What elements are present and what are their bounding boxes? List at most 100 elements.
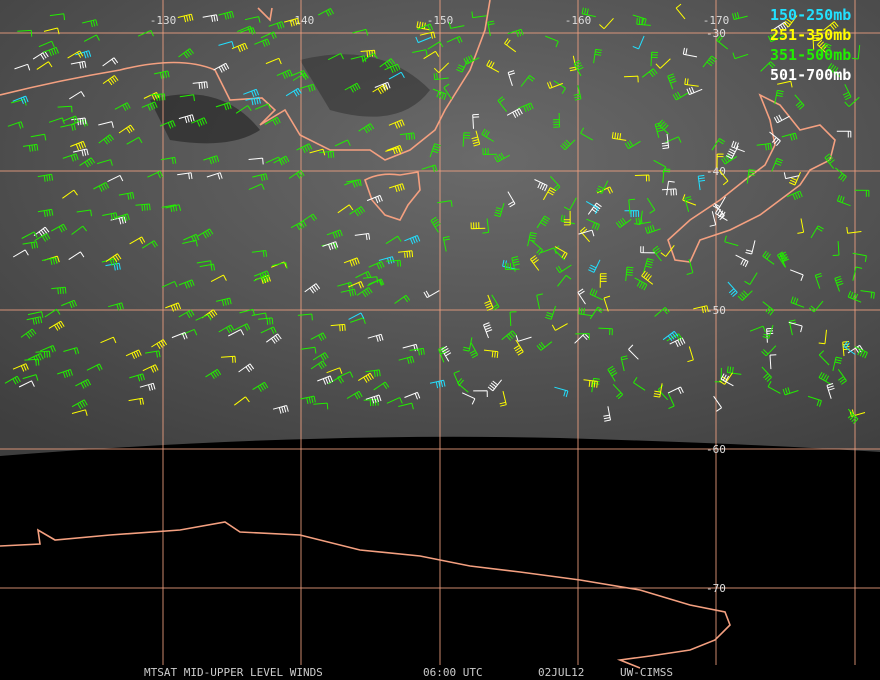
wind-barb	[456, 59, 469, 73]
wind-barb	[161, 204, 178, 212]
wind-barb	[12, 249, 29, 258]
wind-barb	[832, 356, 843, 371]
wind-barb	[36, 61, 53, 70]
wind-barb	[83, 34, 100, 42]
wind-barb	[580, 127, 593, 141]
wind-barb	[178, 48, 194, 59]
wind-barb	[573, 85, 582, 101]
wind-barb	[292, 72, 309, 81]
wind-barb	[846, 227, 862, 234]
wind-barb	[343, 257, 360, 267]
wind-barb	[777, 80, 793, 88]
wind-barb	[398, 356, 415, 365]
wind-barb	[37, 173, 54, 182]
wind-barb	[118, 124, 135, 134]
wind-barb	[385, 235, 402, 245]
wind-barb	[151, 339, 168, 350]
wind-barb	[666, 180, 675, 196]
latitude-label: -50	[706, 304, 726, 317]
latitude-label: -60	[706, 443, 726, 456]
wind-barb	[844, 96, 860, 107]
wind-barb	[71, 399, 88, 410]
wind-barb	[599, 273, 607, 288]
wind-barb	[165, 204, 182, 211]
wind-barb	[720, 373, 734, 387]
legend-entry: 351-500mb	[770, 46, 851, 64]
wind-barb	[27, 353, 44, 363]
legend-entry: 150-250mb	[770, 6, 851, 24]
wind-barb	[365, 394, 382, 404]
wind-barb	[438, 346, 447, 363]
wind-barb	[693, 305, 709, 314]
wind-barb	[165, 302, 182, 312]
wind-barb	[546, 81, 563, 89]
wind-barb	[686, 86, 703, 96]
wind-barb	[620, 355, 628, 372]
wind-barb	[483, 322, 493, 339]
wind-barb	[641, 68, 658, 78]
wind-barb	[834, 275, 844, 292]
wind-barb	[344, 179, 361, 188]
wind-barb	[852, 252, 867, 262]
wind-barb	[398, 250, 414, 258]
wind-barb	[769, 354, 777, 370]
wind-barb	[847, 408, 859, 424]
wind-barb	[319, 150, 335, 159]
wind-barb	[818, 350, 830, 366]
wind-barb	[145, 350, 161, 358]
wind-barb	[737, 290, 753, 301]
wind-barb	[67, 50, 84, 59]
wind-barb	[726, 366, 742, 375]
coastline	[0, 0, 491, 161]
wind-barb	[756, 142, 772, 151]
wind-barb	[578, 307, 593, 317]
wind-barb	[373, 381, 390, 391]
wind-barb	[607, 365, 618, 382]
wind-barb	[599, 17, 614, 30]
wind-barb	[218, 41, 235, 48]
wind-barb	[125, 349, 142, 360]
wind-barb	[854, 346, 868, 359]
wind-barb	[624, 140, 641, 150]
wind-barb	[313, 402, 329, 410]
wind-barb	[344, 82, 361, 93]
wind-barb	[760, 61, 776, 72]
wind-barb	[589, 306, 604, 320]
wind-barb	[128, 397, 144, 405]
wind-barb	[195, 314, 212, 321]
wind-barb	[386, 145, 403, 155]
wind-barb	[790, 296, 805, 308]
wind-barb	[118, 192, 135, 200]
wind-barb	[577, 288, 586, 305]
wind-barb	[39, 345, 56, 353]
coastline	[0, 521, 731, 669]
wind-barb	[612, 383, 624, 400]
wind-barb	[636, 17, 651, 26]
wind-barb	[251, 250, 268, 258]
wind-barb	[661, 188, 677, 196]
wind-barb	[493, 202, 505, 218]
wind-barb	[14, 63, 31, 71]
wind-barb	[415, 36, 432, 44]
wind-barb	[27, 311, 44, 318]
wind-barb	[75, 50, 92, 59]
wind-barb	[827, 63, 841, 77]
wind-barb	[442, 236, 451, 252]
wind-barb	[179, 94, 195, 101]
wind-barb	[789, 171, 801, 186]
wind-barb	[591, 377, 600, 393]
wind-barb	[234, 323, 251, 331]
wind-barb	[421, 164, 438, 172]
wind-barb	[235, 105, 252, 114]
wind-barb	[625, 266, 634, 282]
wind-barb	[271, 262, 288, 269]
wind-barb	[388, 183, 405, 193]
wind-barb	[654, 307, 670, 317]
wind-barb	[98, 121, 114, 128]
wind-barb	[100, 336, 117, 344]
wind-barb	[545, 35, 559, 48]
wind-barb	[283, 17, 300, 27]
wind-barb	[632, 14, 647, 26]
wind-barb	[310, 360, 327, 370]
wind-barb	[178, 309, 195, 319]
